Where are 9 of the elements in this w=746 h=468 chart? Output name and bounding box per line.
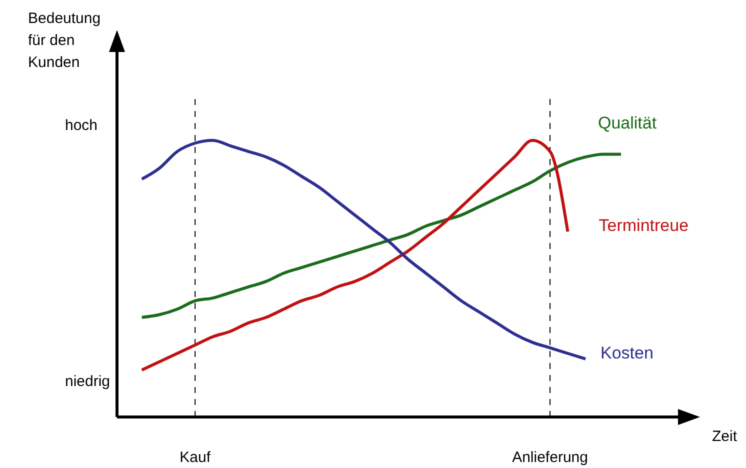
x-axis-title: Zeit <box>712 428 738 445</box>
x-tick-label: Kauf <box>180 449 212 466</box>
text: niedrig <box>65 373 110 390</box>
text: hoch <box>65 117 98 134</box>
y-axis-title: Bedeutung für den Kunden <box>28 9 102 73</box>
series-label: Kosten <box>600 343 654 362</box>
series-label: Termintreue <box>598 216 689 236</box>
x-tick-label: Anlieferung <box>512 449 588 466</box>
series-label: Qualität <box>598 114 657 133</box>
